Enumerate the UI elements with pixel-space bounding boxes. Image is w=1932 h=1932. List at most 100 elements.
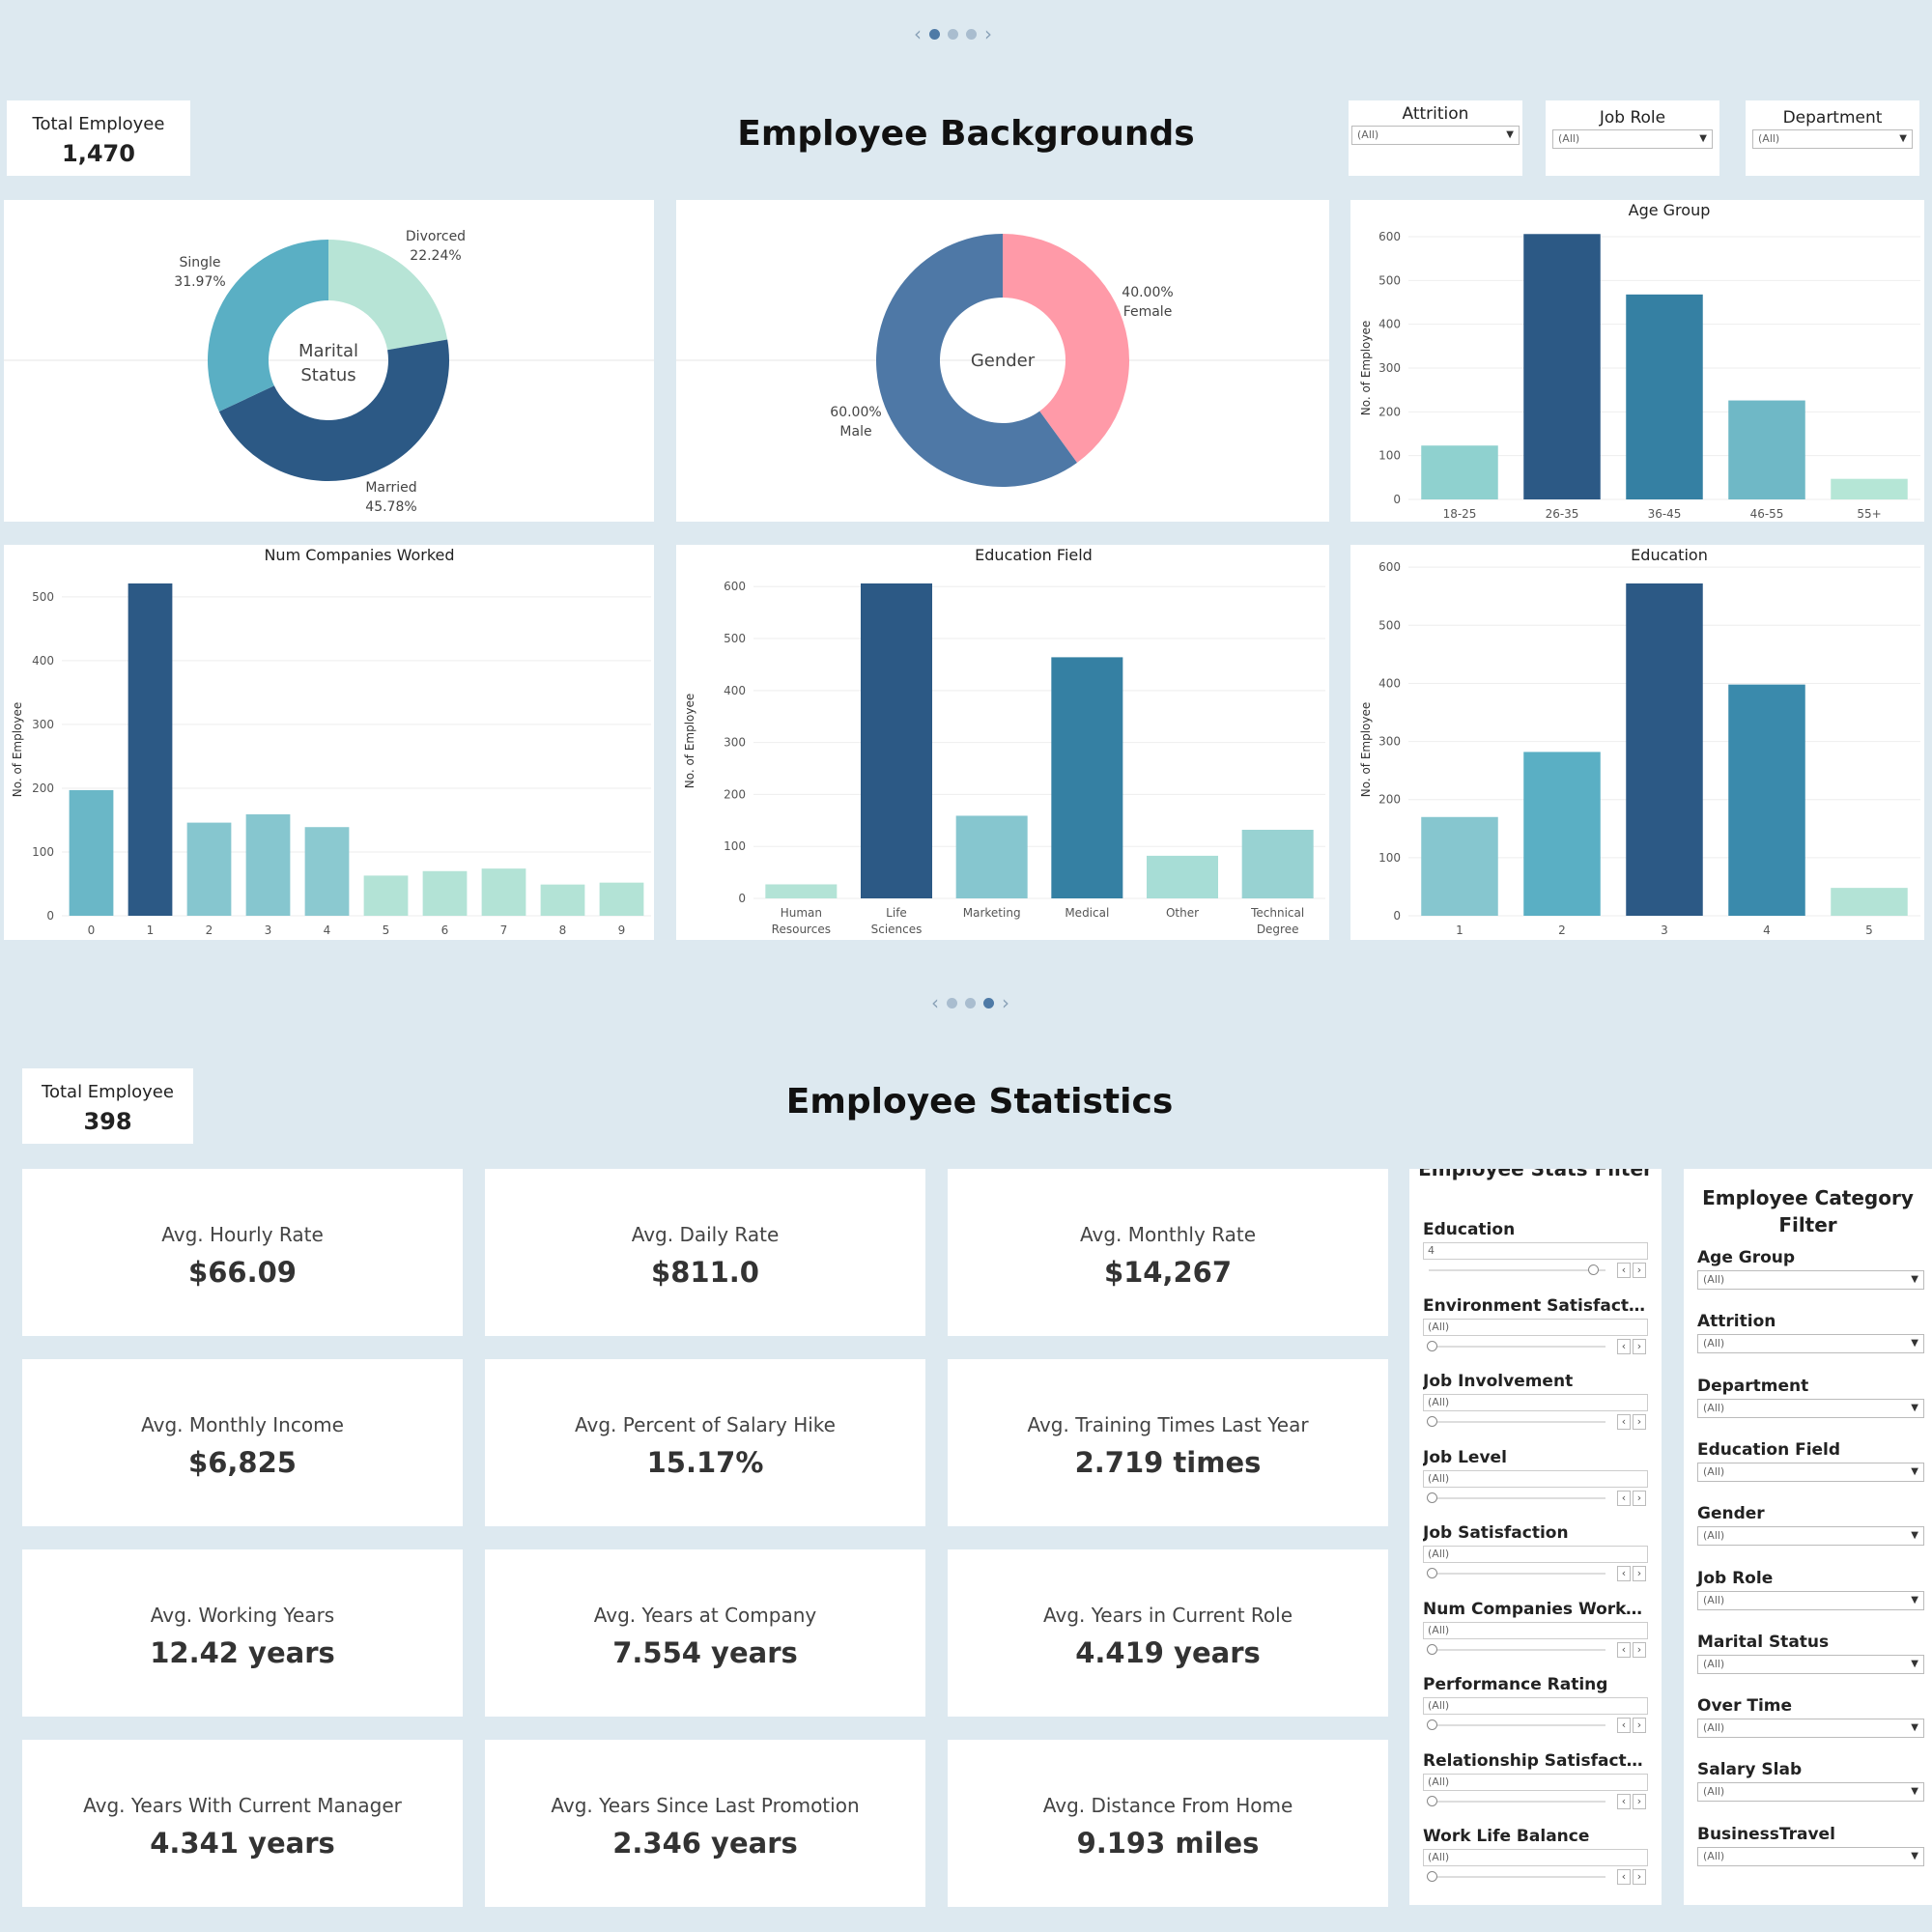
stats-filter-value[interactable]: (All) xyxy=(1423,1849,1648,1866)
stats-filter-slider[interactable]: ‹ › xyxy=(1423,1262,1648,1279)
stats-filter-slider[interactable]: ‹ › xyxy=(1423,1868,1648,1886)
slice-divorced[interactable] xyxy=(328,240,448,351)
page-dot-2[interactable] xyxy=(965,997,976,1009)
stats-filter-value[interactable]: (All) xyxy=(1423,1546,1648,1563)
stats-filter-value[interactable]: 4 xyxy=(1423,1242,1648,1260)
num-companies-chart[interactable]: Num Companies Worked 0 100 200 300 400 500 No. … xyxy=(4,545,654,940)
category-filter-dropdown[interactable]: (All) ▼ xyxy=(1697,1846,1924,1866)
step-forward-icon[interactable]: › xyxy=(1633,1869,1646,1885)
step-forward-icon[interactable]: › xyxy=(1633,1263,1646,1278)
attrition-dropdown[interactable]: (All) ▼ xyxy=(1351,126,1520,145)
education-field-chart[interactable]: Education Field 0 100 200 300 400 500 600 No. of… xyxy=(676,545,1329,940)
step-back-icon[interactable]: ‹ xyxy=(1617,1263,1631,1278)
step-forward-icon[interactable]: › xyxy=(1633,1566,1646,1581)
step-back-icon[interactable]: ‹ xyxy=(1617,1641,1631,1658)
slider-handle[interactable] xyxy=(1427,1568,1437,1578)
category-filter-dropdown[interactable]: (All) ▼ xyxy=(1697,1719,1924,1739)
slider-handle[interactable] xyxy=(1427,1492,1437,1503)
bar-18-25[interactable] xyxy=(1421,445,1498,499)
stats-filter-slider[interactable]: ‹ › xyxy=(1423,1641,1648,1659)
slider-track[interactable] xyxy=(1429,1345,1605,1348)
slider-handle[interactable] xyxy=(1427,1795,1437,1806)
page-dot-1[interactable] xyxy=(947,997,957,1009)
category-filter-dropdown[interactable]: (All) ▼ xyxy=(1697,1526,1924,1547)
stats-filter-value[interactable]: (All) xyxy=(1423,1621,1648,1639)
chevron-left-icon[interactable]: ‹ xyxy=(931,991,939,1014)
chevron-right-icon[interactable]: › xyxy=(984,22,992,45)
bar-life-sciences[interactable] xyxy=(861,583,932,898)
step-back-icon[interactable]: ‹ xyxy=(1617,1414,1631,1430)
step-forward-icon[interactable]: › xyxy=(1633,1718,1646,1733)
category-filter-dropdown[interactable]: (All) ▼ xyxy=(1697,1654,1924,1674)
chevron-right-icon[interactable]: › xyxy=(1002,991,1009,1014)
step-forward-icon[interactable]: › xyxy=(1633,1490,1646,1506)
slider-track[interactable] xyxy=(1429,1724,1605,1726)
bar-technical-degree[interactable] xyxy=(1241,829,1314,898)
filter-job-role[interactable]: Job Role (All) ▼ xyxy=(1546,100,1719,176)
stats-filter-slider[interactable]: ‹ › xyxy=(1423,1717,1648,1734)
slider-handle[interactable] xyxy=(1427,1719,1437,1730)
page-dot-1[interactable] xyxy=(929,28,940,40)
bar-3[interactable] xyxy=(245,814,291,916)
slice-single[interactable] xyxy=(207,240,328,412)
slider-handle[interactable] xyxy=(1427,1340,1437,1351)
step-forward-icon[interactable]: › xyxy=(1633,1414,1646,1430)
slider-track[interactable] xyxy=(1429,1269,1605,1271)
filter-department[interactable]: Department (All) ▼ xyxy=(1746,100,1919,176)
step-back-icon[interactable]: ‹ xyxy=(1617,1566,1631,1581)
category-filter-dropdown[interactable]: (All) ▼ xyxy=(1697,1334,1924,1354)
bar-1[interactable] xyxy=(1421,816,1498,916)
category-filter-dropdown[interactable]: (All) ▼ xyxy=(1697,1270,1924,1290)
bar-6[interactable] xyxy=(422,870,468,916)
page-dot-2[interactable] xyxy=(948,28,958,40)
education-chart[interactable]: Education 0 100 200 300 400 500 600 No. of Emplo… xyxy=(1350,545,1924,940)
slice-female[interactable] xyxy=(1003,234,1129,463)
bar-4[interactable] xyxy=(1728,684,1805,916)
step-back-icon[interactable]: ‹ xyxy=(1617,1338,1631,1354)
bar-36-45[interactable] xyxy=(1626,294,1703,499)
slider-track[interactable] xyxy=(1429,1648,1605,1651)
gender-donut[interactable]: 40.00% Female 60.00% Male Gender xyxy=(676,200,1329,522)
bar-human-resources[interactable] xyxy=(765,884,838,898)
stats-filter-value[interactable]: (All) xyxy=(1423,1394,1648,1411)
step-forward-icon[interactable]: › xyxy=(1633,1338,1646,1354)
chevron-left-icon[interactable]: ‹ xyxy=(914,22,922,45)
bar-4[interactable] xyxy=(304,827,350,916)
bar-3[interactable] xyxy=(1626,583,1703,916)
stats-filter-slider[interactable]: ‹ › xyxy=(1423,1565,1648,1582)
page-dot-3[interactable] xyxy=(983,997,994,1009)
job-role-dropdown[interactable]: (All) ▼ xyxy=(1552,129,1713,149)
step-back-icon[interactable]: ‹ xyxy=(1617,1718,1631,1733)
department-dropdown[interactable]: (All) ▼ xyxy=(1752,129,1913,149)
stats-filter-slider[interactable]: ‹ › xyxy=(1423,1490,1648,1507)
slider-handle[interactable] xyxy=(1427,1871,1437,1882)
slider-track[interactable] xyxy=(1429,1800,1605,1803)
category-filter-dropdown[interactable]: (All) ▼ xyxy=(1697,1462,1924,1482)
slider-handle[interactable] xyxy=(1427,1416,1437,1427)
step-back-icon[interactable]: ‹ xyxy=(1617,1490,1631,1506)
stats-filter-slider[interactable]: ‹ › xyxy=(1423,1338,1648,1355)
slider-track[interactable] xyxy=(1429,1421,1605,1423)
bar-9[interactable] xyxy=(599,882,644,916)
stats-filter-value[interactable]: (All) xyxy=(1423,1697,1648,1715)
slice-male[interactable] xyxy=(876,234,1077,487)
age-group-chart[interactable]: Age Group 0 100 200 300 400 500 600 No. of Emplo… xyxy=(1350,200,1924,522)
step-back-icon[interactable]: ‹ xyxy=(1617,1869,1631,1885)
slider-track[interactable] xyxy=(1429,1876,1605,1878)
slider-track[interactable] xyxy=(1429,1573,1605,1575)
page-dot-3[interactable] xyxy=(966,28,977,40)
slider-track[interactable] xyxy=(1429,1496,1605,1499)
stats-filter-value[interactable]: (All) xyxy=(1423,1773,1648,1791)
step-back-icon[interactable]: ‹ xyxy=(1617,1793,1631,1809)
slider-handle[interactable] xyxy=(1427,1643,1437,1655)
bar-5[interactable] xyxy=(1831,888,1908,916)
bar-2[interactable] xyxy=(1523,752,1601,916)
bar-other[interactable] xyxy=(1147,855,1218,898)
marital-status-donut[interactable]: Divorced 22.24% Married 45.78% Single 31.97% M… xyxy=(4,200,654,522)
bar-0[interactable] xyxy=(69,789,114,916)
slider-handle[interactable] xyxy=(1588,1264,1599,1275)
slice-married[interactable] xyxy=(218,339,449,482)
category-filter-dropdown[interactable]: (All) ▼ xyxy=(1697,1590,1924,1610)
category-filter-dropdown[interactable]: (All) ▼ xyxy=(1697,1398,1924,1418)
bar-55-[interactable] xyxy=(1831,478,1908,499)
